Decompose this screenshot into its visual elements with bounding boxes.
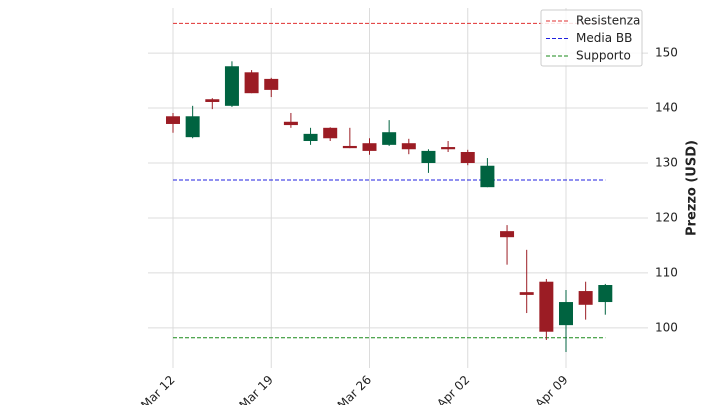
y-axis-label: Prezzo (USD) [685,140,700,236]
y-tick-label: 110 [655,265,678,279]
candle-body [362,143,377,151]
x-tick-label: Apr 09 [533,373,571,405]
candle-body [441,147,456,150]
x-tick-label: Apr 02 [434,373,472,405]
x-tick-label: Mar 12 [138,373,177,405]
candle-body [166,116,180,124]
candle-body [323,127,338,139]
y-tick-label: 140 [655,101,678,115]
y-tick-label: 130 [655,155,678,169]
candle-body [303,133,318,142]
legend-label: Resistenza [576,14,640,28]
legend-box [540,9,643,67]
x-tick-label: Mar 26 [335,373,374,405]
candle-body [205,99,220,102]
candle-body [598,285,613,303]
candle-body [519,292,534,295]
candle-body [539,281,554,332]
y-tick-label: 150 [655,46,678,60]
y-tick-label: 120 [655,210,678,224]
candle-body [342,145,357,149]
candle-body [500,231,515,238]
candle-body [382,132,397,145]
candle-body [460,152,475,163]
candle-body [421,150,436,163]
candle-body [401,143,416,150]
x-tick-label: Mar 19 [236,373,275,405]
candle-body [264,78,279,90]
legend-label: Media BB [576,31,632,45]
legend: Resistenza Media BB Supporto [540,9,643,67]
candle-body [559,302,573,326]
candle-body [244,72,259,94]
y-tick-label: 100 [655,320,678,334]
candle-body [224,66,239,106]
candle-body [578,291,593,305]
candle-body [480,165,495,188]
candle-body [283,121,298,126]
legend-label: Supporto [576,49,631,63]
candle-body [185,116,200,138]
